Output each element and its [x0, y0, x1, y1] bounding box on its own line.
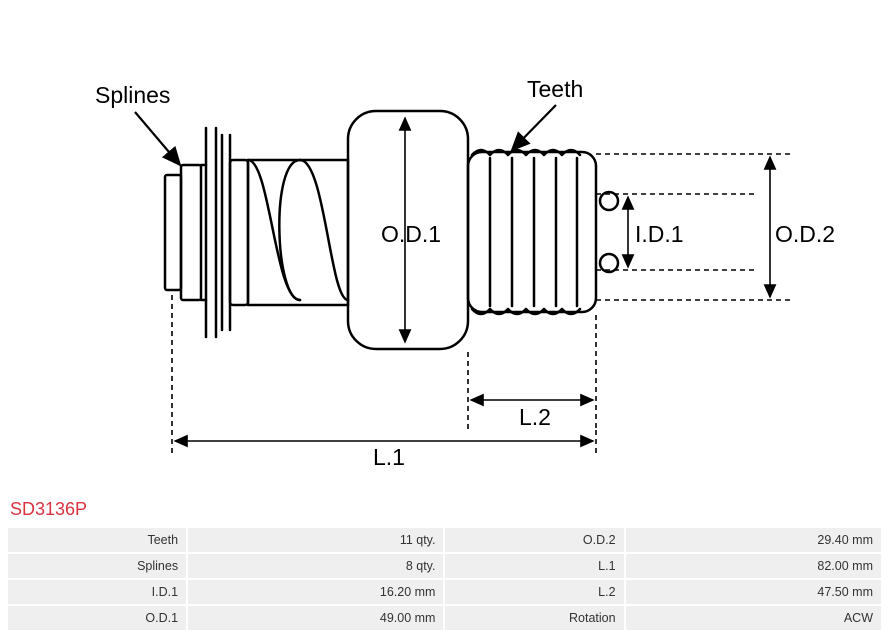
spec-value: 16.20 mm [188, 580, 443, 604]
spec-key: Rotation [445, 606, 623, 630]
table-row: Splines 8 qty. L.1 82.00 mm [8, 554, 881, 578]
spec-key: L.1 [445, 554, 623, 578]
table-row: Teeth 11 qty. O.D.2 29.40 mm [8, 528, 881, 552]
spec-key: O.D.2 [445, 528, 623, 552]
diagram-svg [0, 0, 889, 495]
spec-value: ACW [626, 606, 881, 630]
technical-diagram: Splines Teeth O.D.1 I.D.1 O.D.2 L.2 L.1 [0, 0, 889, 495]
spec-value: 82.00 mm [626, 554, 881, 578]
part-number: SD3136P [0, 495, 889, 526]
spec-table: Teeth 11 qty. O.D.2 29.40 mm Splines 8 q… [0, 526, 889, 636]
spec-value: 8 qty. [188, 554, 443, 578]
spec-key: Splines [8, 554, 186, 578]
table-row: O.D.1 49.00 mm Rotation ACW [8, 606, 881, 630]
spec-key: Teeth [8, 528, 186, 552]
table-row: I.D.1 16.20 mm L.2 47.50 mm [8, 580, 881, 604]
spec-value: 29.40 mm [626, 528, 881, 552]
spec-key: I.D.1 [8, 580, 186, 604]
spec-value: 47.50 mm [626, 580, 881, 604]
spec-value: 49.00 mm [188, 606, 443, 630]
spec-key: O.D.1 [8, 606, 186, 630]
spec-value: 11 qty. [188, 528, 443, 552]
spec-key: L.2 [445, 580, 623, 604]
